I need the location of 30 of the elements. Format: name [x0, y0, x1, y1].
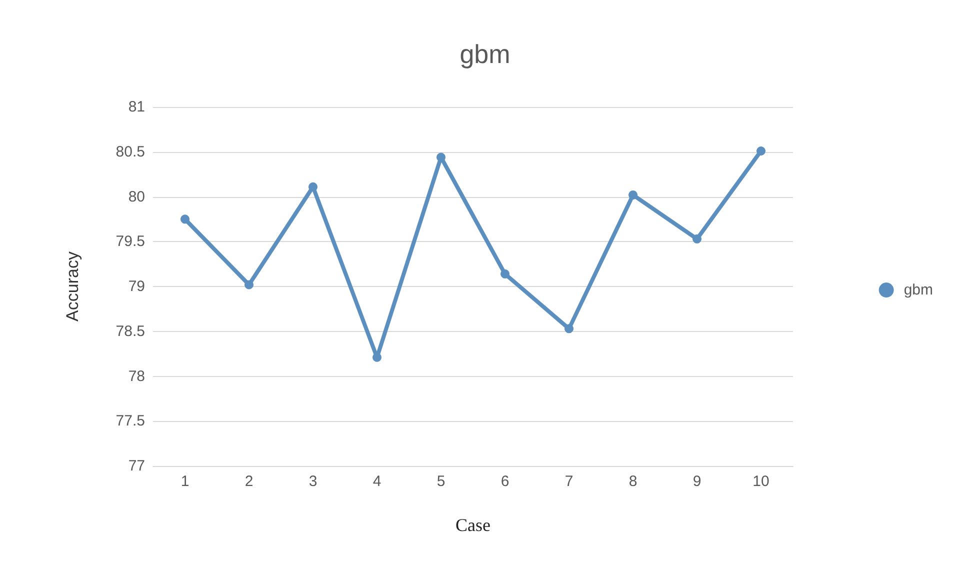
y-tick-label: 80.5 [116, 143, 145, 160]
y-tick-label: 81 [128, 98, 145, 116]
x-tick-label: 5 [436, 473, 446, 490]
x-tick-label: 4 [372, 473, 382, 490]
x-tick-label: 6 [500, 473, 510, 490]
point [692, 234, 702, 244]
x-tick-label: 8 [628, 473, 638, 490]
x-tick-label: 3 [308, 473, 318, 490]
y-tick-label: 78 [128, 368, 145, 385]
x-tick-label: 7 [564, 473, 574, 490]
point [564, 324, 574, 334]
y-tick-label: 79 [128, 278, 145, 295]
x-tick-label: 1 [180, 473, 190, 490]
point [180, 214, 190, 224]
y-tick-label: 78.5 [116, 322, 145, 340]
chart-title: gbm [460, 39, 510, 69]
y-axis-title: Accuracy [63, 251, 82, 322]
x-tick-label: 9 [692, 473, 702, 490]
point [756, 146, 766, 156]
x-tick-label: 2 [244, 473, 254, 490]
point [500, 269, 510, 278]
legend-label: gbm [904, 282, 934, 298]
x-tick-label: 10 [752, 473, 770, 490]
y-tick-label: 79.5 [116, 233, 145, 250]
x-axis-title: Case [456, 515, 490, 535]
y-tick-label: 80 [128, 188, 145, 206]
y-tick-label: 77.5 [116, 412, 145, 430]
point [628, 190, 638, 200]
point [244, 280, 254, 290]
y-tick-label: 77 [128, 458, 145, 474]
